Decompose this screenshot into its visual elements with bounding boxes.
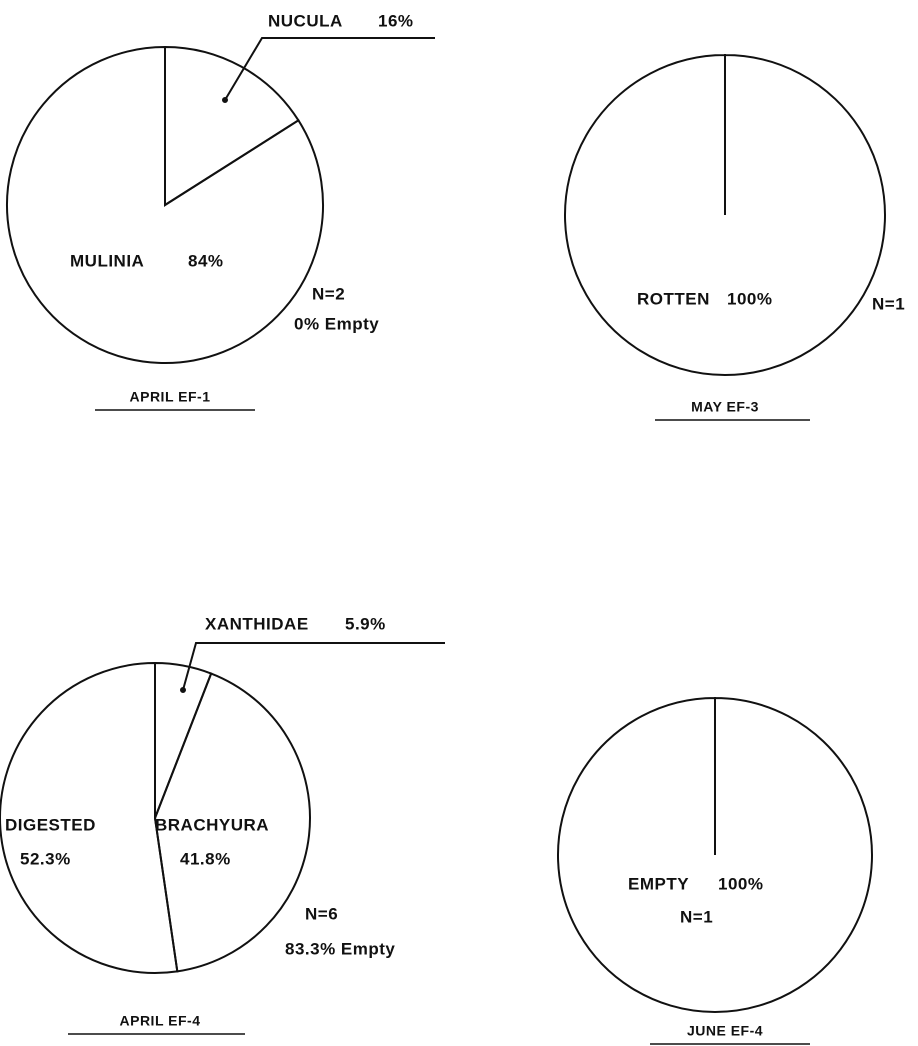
annotation: 0% Empty bbox=[294, 314, 379, 333]
pie-title: APRIL EF-4 bbox=[120, 1013, 201, 1029]
slice-name: ROTTEN bbox=[637, 289, 710, 308]
leader-line bbox=[182, 642, 445, 691]
pie-slice bbox=[0, 661, 179, 974]
slice-name: EMPTY bbox=[628, 874, 689, 893]
slice-value-label: 84% bbox=[188, 251, 224, 270]
slice-name: BRACHYURA bbox=[155, 815, 269, 834]
annotation: N=1 bbox=[680, 907, 713, 926]
slice-value-label: 100% bbox=[718, 874, 763, 893]
annotation: N=2 bbox=[312, 284, 345, 303]
slice-value-label: 52.3% bbox=[20, 849, 71, 868]
leader-dot bbox=[180, 687, 186, 693]
slice-value-label: 41.8% bbox=[180, 849, 231, 868]
slice-name: MULINIA bbox=[70, 251, 144, 270]
annotation: N=6 bbox=[305, 904, 338, 923]
annotation: 83.3% Empty bbox=[285, 939, 395, 958]
leader-dot bbox=[222, 97, 228, 103]
pie-title: MAY EF-3 bbox=[691, 399, 759, 415]
leader-line bbox=[224, 37, 435, 101]
slice-value-label: 100% bbox=[727, 289, 772, 308]
pie-slice bbox=[153, 672, 311, 973]
pie-title: APRIL EF-1 bbox=[130, 389, 211, 405]
slice-value-label: 5.9% bbox=[345, 614, 386, 633]
pie-slice bbox=[563, 53, 886, 376]
pie-slice bbox=[164, 45, 300, 207]
pie-slice bbox=[557, 696, 873, 1013]
slice-name: XANTHIDAE bbox=[205, 614, 309, 633]
annotation: N=1 bbox=[872, 294, 905, 313]
pie-slice bbox=[6, 45, 324, 364]
slice-value-label: 16% bbox=[378, 11, 414, 30]
slice-name: DIGESTED bbox=[5, 815, 96, 834]
pie-title: JUNE EF-4 bbox=[687, 1023, 763, 1039]
slice-name: NUCULA bbox=[268, 11, 343, 30]
